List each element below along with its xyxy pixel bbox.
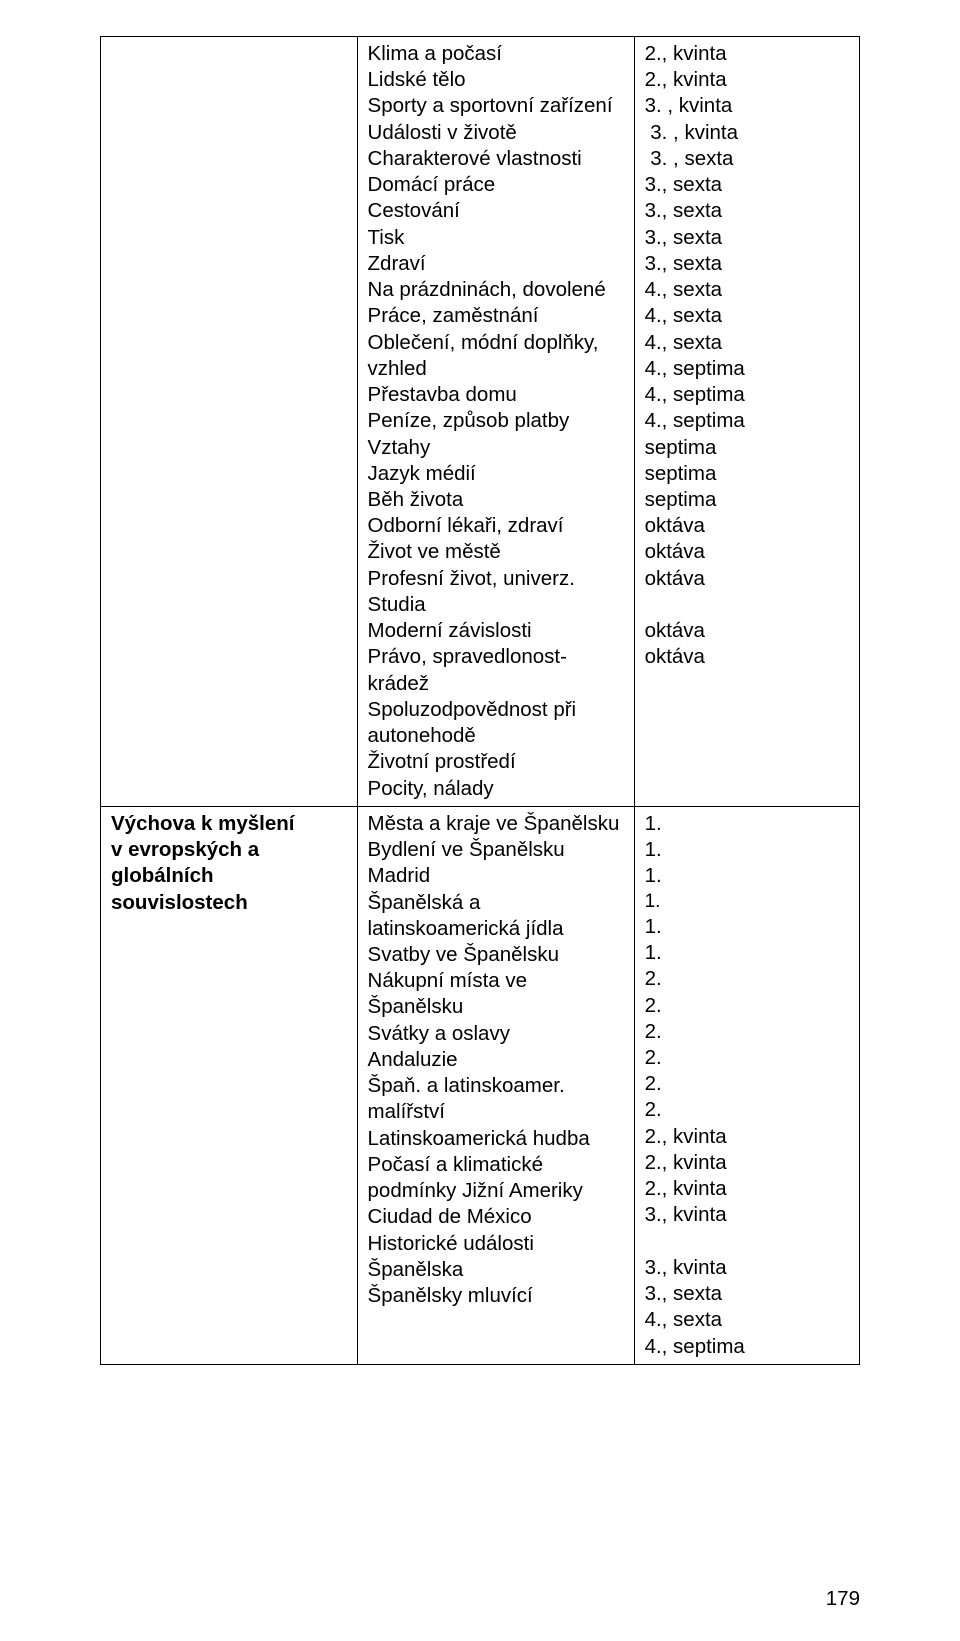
cell-left: Výchova k myšlení v evropských a globáln… [101, 806, 358, 1364]
table-row: Výchova k myšlení v evropských a globáln… [101, 806, 860, 1364]
cell-text: Města a kraje ve Španělsku Bydlení ve Šp… [368, 811, 626, 1309]
table-row: Klima a počasí Lidské tělo Sporty a spor… [101, 37, 860, 807]
cell-text: 2., kvinta 2., kvinta 3. , kvinta 3. , k… [645, 41, 851, 671]
page-number: 179 [826, 1587, 860, 1611]
cell-text: Výchova k myšlení v evropských a globáln… [111, 811, 349, 916]
cell-left [101, 37, 358, 807]
cell-mid: Města a kraje ve Španělsku Bydlení ve Šp… [357, 806, 634, 1364]
cell-text: Klima a počasí Lidské tělo Sporty a spor… [368, 41, 626, 802]
page: Klima a počasí Lidské tělo Sporty a spor… [0, 0, 960, 1641]
cell-text: 1.1.1.1.1.1.2.2.2.2.2.2.2., kvinta2., kv… [645, 811, 851, 1360]
cell-right: 1.1.1.1.1.1.2.2.2.2.2.2.2., kvinta2., kv… [634, 806, 859, 1364]
content-table: Klima a počasí Lidské tělo Sporty a spor… [100, 36, 860, 1365]
cell-right: 2., kvinta 2., kvinta 3. , kvinta 3. , k… [634, 37, 859, 807]
cell-mid: Klima a počasí Lidské tělo Sporty a spor… [357, 37, 634, 807]
